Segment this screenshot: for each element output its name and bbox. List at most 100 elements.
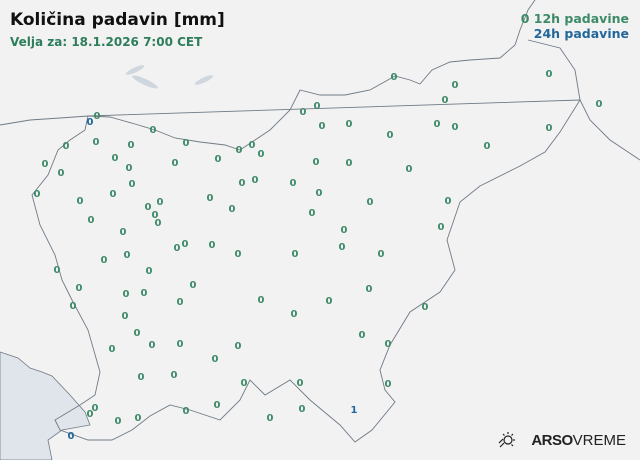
station-value-12h[interactable]: 0 — [239, 178, 246, 189]
station-value-12h[interactable]: 0 — [291, 309, 298, 320]
station-value-12h[interactable]: 0 — [138, 372, 145, 383]
station-value-24h[interactable]: 0 — [87, 117, 94, 128]
station-value-12h[interactable]: 0 — [207, 193, 214, 204]
station-value-12h[interactable]: 0 — [115, 416, 122, 427]
station-value-12h[interactable]: 0 — [546, 69, 553, 80]
station-value-12h[interactable]: 0 — [391, 72, 398, 83]
station-value-12h[interactable]: 0 — [406, 164, 413, 175]
station-value-12h[interactable]: 0 — [209, 240, 216, 251]
station-value-12h[interactable]: 0 — [235, 341, 242, 352]
station-value-12h[interactable]: 0 — [109, 344, 116, 355]
station-value-12h[interactable]: 0 — [385, 339, 392, 350]
station-value-12h[interactable]: 0 — [76, 283, 83, 294]
station-value-12h[interactable]: 0 — [141, 288, 148, 299]
station-value-12h[interactable]: 0 — [314, 101, 321, 112]
station-value-12h[interactable]: 0 — [452, 122, 459, 133]
station-value-12h[interactable]: 0 — [150, 125, 157, 136]
station-value-12h[interactable]: 0 — [235, 249, 242, 260]
station-value-12h[interactable]: 0 — [58, 168, 65, 179]
station-value-12h[interactable]: 0 — [152, 210, 159, 221]
station-value-12h[interactable]: 0 — [442, 95, 449, 106]
station-value-12h[interactable]: 0 — [484, 141, 491, 152]
station-value-12h[interactable]: 0 — [452, 80, 459, 91]
station-value-12h[interactable]: 0 — [319, 121, 326, 132]
station-value-12h[interactable]: 0 — [367, 197, 374, 208]
station-value-12h[interactable]: 0 — [70, 301, 77, 312]
station-value-12h[interactable]: 0 — [258, 149, 265, 160]
station-value-12h[interactable]: 0 — [214, 400, 221, 411]
station-value-12h[interactable]: 0 — [290, 178, 297, 189]
station-value-12h[interactable]: 0 — [124, 250, 131, 261]
station-value-12h[interactable]: 0 — [183, 406, 190, 417]
station-value-12h[interactable]: 0 — [212, 354, 219, 365]
station-value-12h[interactable]: 0 — [126, 163, 133, 174]
station-value-12h[interactable]: 0 — [149, 340, 156, 351]
station-value-12h[interactable]: 0 — [300, 107, 307, 118]
station-value-12h[interactable]: 0 — [120, 227, 127, 238]
station-value-12h[interactable]: 0 — [326, 296, 333, 307]
station-value-12h[interactable]: 0 — [145, 202, 152, 213]
station-value-12h[interactable]: 0 — [252, 175, 259, 186]
station-value-12h[interactable]: 0 — [63, 141, 70, 152]
station-value-12h[interactable]: 0 — [155, 218, 162, 229]
station-value-12h[interactable]: 0 — [94, 111, 101, 122]
station-value-12h[interactable]: 0 — [385, 379, 392, 390]
station-value-12h[interactable]: 0 — [54, 265, 61, 276]
station-value-12h[interactable]: 0 — [258, 295, 265, 306]
station-value-12h[interactable]: 0 — [129, 179, 136, 190]
station-value-12h[interactable]: 0 — [34, 189, 41, 200]
station-value-12h[interactable]: 0 — [309, 208, 316, 219]
station-value-12h[interactable]: 0 — [101, 255, 108, 266]
station-value-12h[interactable]: 0 — [174, 243, 181, 254]
station-value-12h[interactable]: 0 — [177, 339, 184, 350]
station-value-12h[interactable]: 0 — [146, 266, 153, 277]
station-value-12h[interactable]: 0 — [123, 289, 130, 300]
station-value-12h[interactable]: 0 — [378, 249, 385, 260]
station-value-12h[interactable]: 0 — [359, 330, 366, 341]
arso-logo[interactable]: ARSOVREME — [497, 431, 626, 449]
station-value-12h[interactable]: 0 — [122, 311, 129, 322]
station-value-12h[interactable]: 0 — [546, 123, 553, 134]
station-value-12h[interactable]: 0 — [339, 242, 346, 253]
station-value-12h[interactable]: 0 — [77, 196, 84, 207]
station-value-12h[interactable]: 0 — [157, 197, 164, 208]
station-value-12h[interactable]: 0 — [366, 284, 373, 295]
station-value-12h[interactable]: 0 — [267, 413, 274, 424]
station-value-12h[interactable]: 0 — [299, 404, 306, 415]
station-value-12h[interactable]: 0 — [438, 222, 445, 233]
station-value-12h[interactable]: 0 — [182, 239, 189, 250]
station-value-12h[interactable]: 0 — [249, 140, 256, 151]
station-value-12h[interactable]: 0 — [177, 297, 184, 308]
station-value-12h[interactable]: 0 — [183, 138, 190, 149]
station-value-12h[interactable]: 0 — [87, 409, 94, 420]
station-value-12h[interactable]: 0 — [42, 159, 49, 170]
station-value-12h[interactable]: 0 — [434, 119, 441, 130]
station-value-12h[interactable]: 0 — [93, 137, 100, 148]
station-value-12h[interactable]: 0 — [88, 215, 95, 226]
station-value-12h[interactable]: 0 — [171, 370, 178, 381]
station-value-12h[interactable]: 0 — [292, 249, 299, 260]
station-value-12h[interactable]: 0 — [236, 145, 243, 156]
station-value-12h[interactable]: 0 — [316, 188, 323, 199]
station-value-12h[interactable]: 0 — [134, 328, 141, 339]
station-value-12h[interactable]: 0 — [112, 153, 119, 164]
station-value-12h[interactable]: 0 — [297, 378, 304, 389]
station-value-24h[interactable]: 1 — [351, 405, 358, 416]
station-value-12h[interactable]: 0 — [229, 204, 236, 215]
station-value-12h[interactable]: 0 — [341, 225, 348, 236]
station-value-12h[interactable]: 0 — [445, 196, 452, 207]
station-value-24h[interactable]: 0 — [68, 431, 75, 442]
station-value-12h[interactable]: 0 — [346, 158, 353, 169]
station-value-12h[interactable]: 0 — [215, 154, 222, 165]
station-value-12h[interactable]: 0 — [92, 403, 99, 414]
station-value-12h[interactable]: 0 — [128, 140, 135, 151]
station-value-12h[interactable]: 0 — [135, 413, 142, 424]
station-value-12h[interactable]: 0 — [190, 280, 197, 291]
station-value-12h[interactable]: 0 — [346, 119, 353, 130]
station-value-12h[interactable]: 0 — [241, 378, 248, 389]
station-value-12h[interactable]: 0 — [313, 157, 320, 168]
station-value-12h[interactable]: 0 — [422, 302, 429, 313]
station-value-12h[interactable]: 0 — [387, 130, 394, 141]
station-value-12h[interactable]: 0 — [110, 189, 117, 200]
